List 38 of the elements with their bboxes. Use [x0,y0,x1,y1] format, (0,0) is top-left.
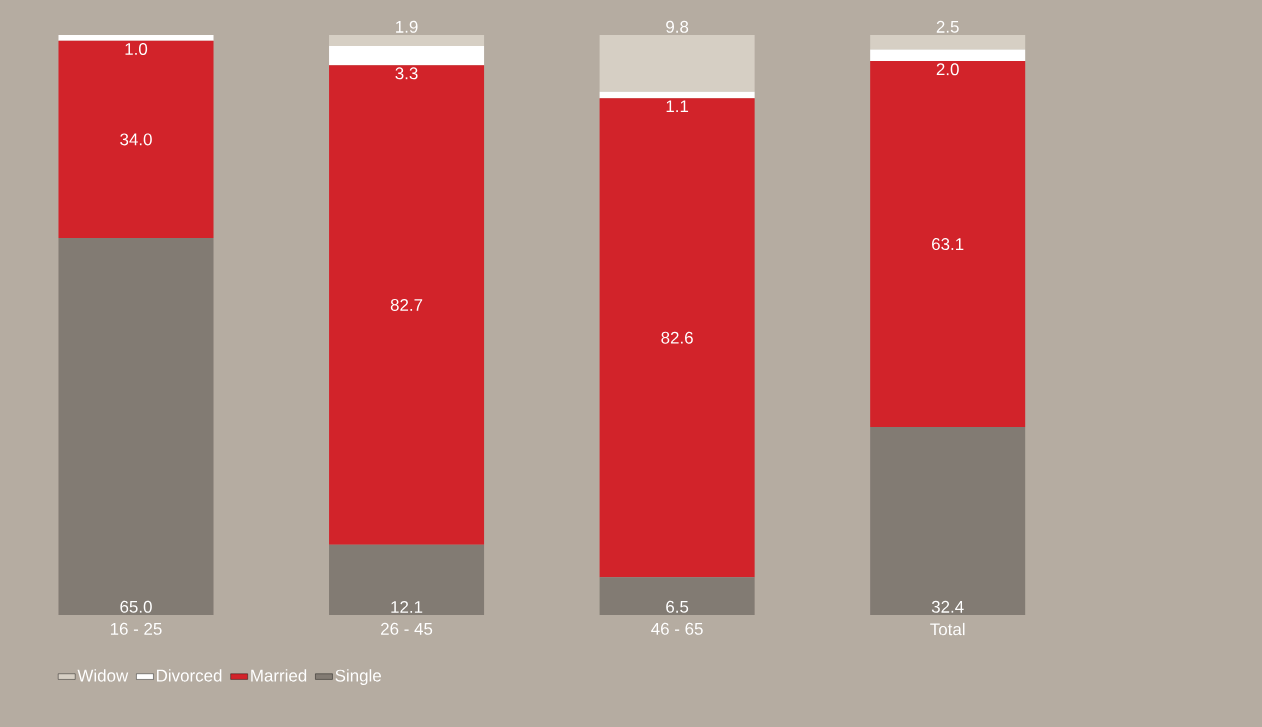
data-label: 6.5 [666,600,689,613]
legend-label: Divorced [157,669,222,682]
data-label: 2.0 [936,63,959,76]
bar [329,46,485,66]
legend-label: Married [251,669,307,682]
data-label: 1.0 [125,42,148,55]
x-tick-label: 16 - 25 [110,622,162,635]
bar [58,238,214,615]
bar [870,61,1026,428]
bar [58,34,214,41]
data-label: 9.8 [666,20,689,33]
bar [329,65,485,545]
x-tick-label: 46 - 65 [651,622,703,635]
data-label: 3.3 [395,67,418,80]
data-label: 63.1 [932,238,964,251]
data-label: 1.9 [396,20,418,33]
bar [870,34,1026,50]
data-label: 65.0 [120,600,152,613]
bar [599,577,755,615]
data-label: 82.6 [661,331,693,344]
data-label: 12.1 [391,600,423,613]
data-label: 1.1 [666,100,689,113]
legend-label: Widow [77,669,129,682]
data-label: 82.7 [390,298,423,311]
bar [870,427,1026,615]
data-label: 34.0 [120,133,152,146]
bar [599,91,755,99]
bar [870,49,1026,62]
bar [329,544,485,615]
data-label: 2.5 [936,20,959,33]
legend-label: Single [335,669,381,685]
data-label: 32.4 [931,600,964,613]
bar [599,34,755,92]
bar [599,98,755,578]
x-tick-label: 26 - 45 [381,622,433,635]
bar [58,40,214,238]
bar [329,34,485,47]
x-tick-label: Total [930,622,965,636]
